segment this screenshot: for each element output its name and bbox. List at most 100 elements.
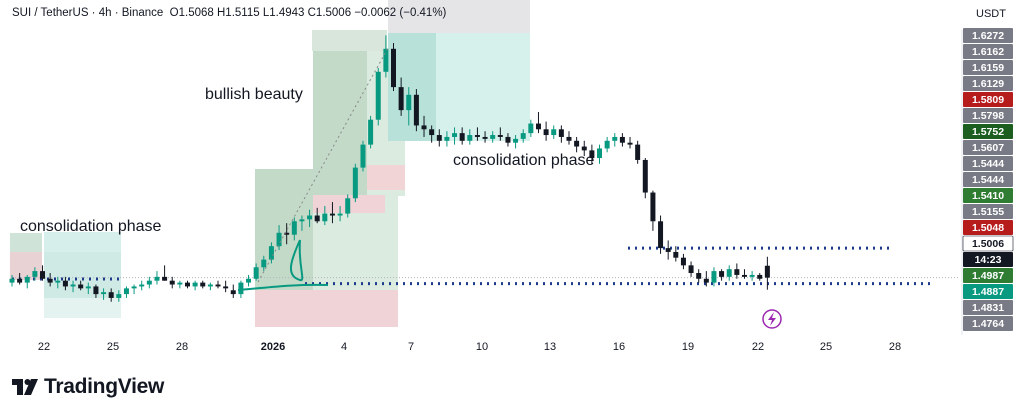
candle bbox=[9, 274, 15, 287]
x-tick-label: 22 bbox=[38, 341, 50, 353]
price-label: 1.4987 bbox=[963, 268, 1013, 283]
x-tick-label: 25 bbox=[820, 341, 832, 353]
svg-text:1.5048: 1.5048 bbox=[972, 222, 1004, 234]
candle bbox=[688, 261, 694, 277]
svg-text:1.6162: 1.6162 bbox=[972, 46, 1004, 58]
candle bbox=[337, 205, 343, 222]
svg-text:1.5444: 1.5444 bbox=[972, 174, 1004, 186]
candle bbox=[543, 121, 549, 141]
price-axis[interactable]: 1.6272 1.6162 1.6159 1.6129 1.5809 1.5798 1.57… bbox=[961, 28, 1014, 335]
annotation-bullish: bullish beauty bbox=[205, 86, 303, 103]
candle bbox=[32, 267, 38, 281]
price-label: 1.6272 bbox=[963, 28, 1013, 43]
candle bbox=[421, 115, 427, 137]
price-label: 1.4887 bbox=[963, 284, 1013, 299]
tradingview-logo-icon bbox=[12, 379, 38, 395]
candle bbox=[17, 273, 23, 285]
price-label: 1.5155 bbox=[963, 204, 1013, 219]
candle bbox=[345, 194, 351, 218]
candle bbox=[40, 265, 46, 281]
candle bbox=[360, 140, 366, 172]
ohlc-open: O1.5068 bbox=[169, 7, 214, 19]
candle bbox=[299, 215, 305, 231]
x-tick-label: 19 bbox=[682, 341, 694, 353]
position-zone bbox=[44, 252, 121, 298]
candle bbox=[123, 286, 129, 298]
svg-text:1.4987: 1.4987 bbox=[972, 270, 1004, 282]
candle bbox=[551, 125, 557, 139]
svg-text:1.5607: 1.5607 bbox=[972, 142, 1004, 154]
candle bbox=[207, 282, 213, 291]
tradingview-brand[interactable]: TradingView bbox=[12, 375, 164, 399]
svg-text:1.5444: 1.5444 bbox=[972, 158, 1004, 170]
candle bbox=[116, 290, 122, 302]
candle bbox=[78, 280, 84, 291]
candle bbox=[642, 158, 648, 199]
x-tick-label: 16 bbox=[613, 341, 625, 353]
x-tick-label: 10 bbox=[476, 341, 488, 353]
x-tick-label: 28 bbox=[176, 341, 188, 353]
svg-text:1.5410: 1.5410 bbox=[972, 190, 1004, 202]
candle bbox=[200, 280, 206, 289]
svg-text:1.6272: 1.6272 bbox=[972, 30, 1004, 42]
candle bbox=[597, 144, 603, 164]
svg-text:1.5798: 1.5798 bbox=[972, 110, 1004, 122]
annotation-consolidation-right: consolidation phase bbox=[453, 152, 595, 169]
lightning-icon[interactable] bbox=[762, 309, 782, 329]
candle bbox=[581, 140, 587, 157]
candle bbox=[276, 225, 282, 251]
price-label: 1.4831 bbox=[963, 300, 1013, 315]
candle bbox=[673, 246, 679, 262]
candle bbox=[154, 271, 160, 285]
candle bbox=[436, 129, 442, 147]
svg-text:1.6159: 1.6159 bbox=[972, 62, 1004, 74]
candle bbox=[230, 284, 236, 298]
candle bbox=[70, 280, 76, 293]
candle bbox=[329, 202, 335, 224]
candle bbox=[680, 253, 686, 270]
x-tick-label: 25 bbox=[107, 341, 119, 353]
candle bbox=[566, 131, 572, 145]
candle bbox=[635, 140, 641, 164]
candle bbox=[749, 271, 755, 281]
brand-name: TradingView bbox=[44, 375, 165, 398]
svg-text:1.5155: 1.5155 bbox=[972, 206, 1004, 218]
candle bbox=[650, 190, 656, 231]
candlesticks bbox=[9, 35, 770, 302]
symbol-header: SUI / TetherUS · 4h · Binance O1.5068 H1… bbox=[12, 7, 446, 19]
candle bbox=[146, 276, 152, 289]
candle bbox=[101, 288, 107, 300]
candle bbox=[528, 119, 534, 137]
svg-text:1.5809: 1.5809 bbox=[972, 94, 1004, 106]
time-axis: 22 25 28 2026 4 7 10 13 16 19 22 25 28 bbox=[38, 341, 901, 353]
candle bbox=[574, 136, 580, 153]
candle bbox=[162, 265, 168, 281]
position-zone bbox=[10, 233, 42, 252]
candle bbox=[627, 136, 633, 149]
svg-text:1.5006: 1.5006 bbox=[972, 238, 1004, 250]
price-label: 1.5607 bbox=[963, 140, 1013, 155]
x-tick-label: 22 bbox=[752, 341, 764, 353]
symbol-name[interactable]: SUI / TetherUS · 4h · Binance bbox=[12, 7, 164, 19]
position-zone bbox=[44, 298, 121, 318]
candle bbox=[93, 284, 99, 298]
candle bbox=[47, 273, 53, 287]
candle bbox=[314, 207, 320, 224]
x-tick-label: 28 bbox=[889, 341, 901, 353]
quote-unit[interactable]: USDT bbox=[976, 8, 1006, 20]
svg-text:14:23: 14:23 bbox=[975, 254, 1002, 266]
candle bbox=[406, 87, 412, 126]
candle bbox=[474, 127, 480, 141]
candle bbox=[307, 209, 313, 228]
price-label: 14:23 bbox=[963, 252, 1013, 267]
candle bbox=[62, 276, 68, 291]
x-tick-label: 7 bbox=[408, 341, 414, 353]
price-label: 1.5444 bbox=[963, 172, 1013, 187]
x-tick-label: 2026 bbox=[261, 341, 285, 353]
candle bbox=[253, 263, 259, 281]
price-label: 1.5444 bbox=[963, 156, 1013, 171]
price-label: 1.5809 bbox=[963, 92, 1013, 107]
candle bbox=[741, 269, 747, 279]
ohlc-change: −0.0062 (−0.41%) bbox=[354, 7, 447, 19]
